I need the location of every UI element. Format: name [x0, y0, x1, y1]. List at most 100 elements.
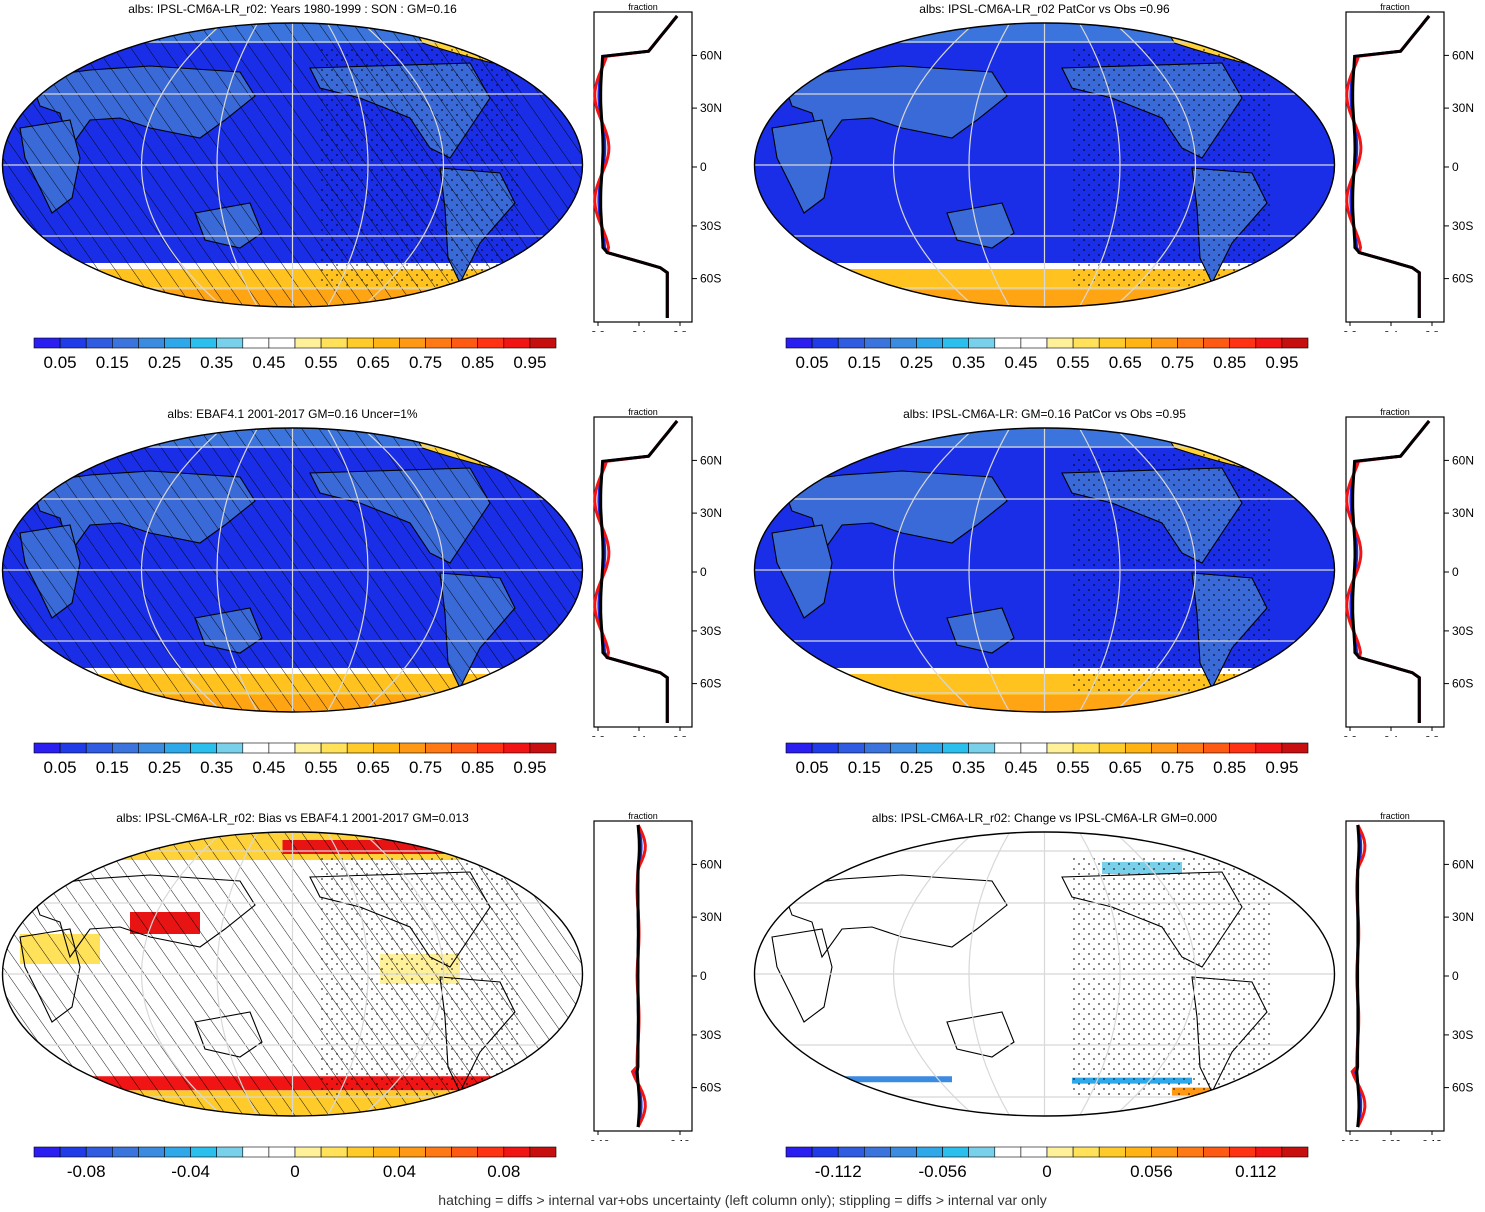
colorbar-swatch	[1046, 337, 1074, 349]
stippling-overlay	[320, 857, 520, 1097]
profile-lat-label: 60N	[700, 48, 722, 62]
colorbar-swatch	[837, 742, 865, 754]
profile-lat-label: 60S	[1452, 272, 1473, 286]
profile-x-label: 0.12	[1422, 1139, 1442, 1141]
colorbar-label: 0.95	[1265, 758, 1298, 777]
profile-frame	[593, 11, 693, 323]
colorbar-label: 0.25	[148, 758, 181, 777]
colorbar-swatch	[1177, 742, 1204, 754]
profile-lat-label: 60S	[700, 272, 721, 286]
profile-axis-title: fraction	[628, 407, 658, 417]
colorbar-swatch	[399, 742, 426, 754]
profile-curve	[599, 420, 679, 723]
colorbar-swatch	[785, 1146, 813, 1158]
colorbar-label: -0.056	[918, 1162, 966, 1181]
colorbar-swatch	[399, 337, 426, 349]
profile-x-label: 0.4	[632, 735, 646, 737]
profile-lat-label: 30N	[700, 101, 722, 115]
colorbar-swatch	[1229, 337, 1257, 349]
colorbar: -0.08 -0.04 0 0.04 0.08	[30, 1145, 560, 1190]
profile-frame	[593, 820, 693, 1132]
colorbar-swatch	[994, 337, 1022, 349]
colorbar-swatch	[59, 337, 87, 349]
colorbar-swatch	[33, 337, 61, 349]
stippling-overlay	[1072, 453, 1272, 693]
colorbar-label: 0.65	[1109, 758, 1142, 777]
colorbar-swatch	[1203, 742, 1231, 754]
colorbar-swatch	[503, 742, 531, 754]
profile-lat-label: 30N	[1452, 910, 1474, 924]
colorbar-swatch	[33, 742, 61, 754]
colorbar-swatch	[1124, 742, 1152, 754]
colorbar-swatch	[1020, 742, 1048, 754]
colorbar-swatch	[372, 1146, 400, 1158]
colorbar-label: 0.65	[357, 353, 390, 372]
colorbar-swatch	[1255, 1146, 1283, 1158]
colorbar-label: 0.25	[900, 353, 933, 372]
colorbar-swatch	[190, 1146, 218, 1158]
colorbar-label: 0.95	[1265, 353, 1298, 372]
colorbar-label: 0.15	[848, 353, 881, 372]
profile-x-label: 0.8	[673, 735, 687, 737]
colorbar-label: 0.65	[1109, 353, 1142, 372]
colorbar-label: 0.05	[44, 758, 77, 777]
colorbar-swatch	[1020, 337, 1048, 349]
colorbar-swatch	[451, 1146, 479, 1158]
profile-axis-title: fraction	[628, 811, 658, 821]
world-map	[753, 427, 1336, 713]
map-border	[753, 427, 1336, 713]
colorbar-swatch	[1281, 742, 1309, 754]
colorbar-swatch	[942, 1146, 970, 1158]
colorbar-label: 0.75	[1161, 758, 1194, 777]
profile-curve	[1351, 420, 1431, 723]
colorbar-swatch	[837, 337, 865, 349]
colorbar-label: 0.08	[487, 1162, 520, 1181]
world-map	[1, 831, 584, 1117]
colorbar-label: 0.85	[461, 758, 494, 777]
colorbar-label: 0.55	[1057, 758, 1090, 777]
colorbar-label: 0.056	[1130, 1162, 1173, 1181]
colorbar-swatch	[320, 1146, 348, 1158]
colorbar-swatch	[268, 742, 296, 754]
colorbar-swatch	[968, 1146, 996, 1158]
colorbar-label: 0.04	[383, 1162, 416, 1181]
world-map	[1, 427, 584, 713]
colorbar-swatch	[1177, 337, 1204, 349]
profile-lat-label: 0	[1452, 969, 1459, 983]
profile-lat-label: 0	[700, 160, 707, 174]
colorbar-swatch	[864, 742, 891, 754]
colorbar-swatch	[85, 1146, 113, 1158]
colorbar-swatch	[477, 337, 505, 349]
colorbar-svg: -0.112 -0.056 0 0.056 0.112	[785, 1146, 1309, 1181]
colorbar-label: 0.15	[96, 353, 129, 372]
profile-curve	[599, 15, 679, 318]
colorbar-swatch	[112, 742, 139, 754]
map-border	[753, 22, 1336, 308]
colorbar-swatch	[1177, 1146, 1204, 1158]
colorbar-label: 0	[290, 1162, 299, 1181]
colorbar-swatch	[294, 1146, 322, 1158]
colorbar-label: 0.55	[1057, 353, 1090, 372]
colorbar-swatch	[942, 742, 970, 754]
profile-lat-label: 30S	[700, 219, 721, 233]
colorbar-swatch	[346, 742, 374, 754]
colorbar-label: 0.45	[252, 758, 285, 777]
profile-x-label: 0.4	[1384, 330, 1398, 332]
eurasia	[781, 470, 1008, 555]
colorbar-swatch	[451, 742, 479, 754]
colorbar-swatch	[59, 742, 87, 754]
profile-lat-label: 60N	[1452, 857, 1474, 871]
colorbar-swatch	[529, 742, 557, 754]
colorbar-swatch	[968, 742, 996, 754]
colorbar-swatch	[451, 337, 479, 349]
colorbar-svg: -0.08 -0.04 0 0.04 0.08	[33, 1146, 557, 1181]
profile-container: fraction 60N 30N 0 30S 60S 0.0 0.4 0.8	[1342, 2, 1485, 341]
zonal-profile: fraction 60N 30N 0 30S 60S 0.0 0.4 0.8	[1343, 2, 1474, 341]
colorbar-swatch	[1098, 742, 1126, 754]
colorbar-swatch	[190, 337, 218, 349]
africa	[771, 928, 833, 1023]
colorbar-label: 0.112	[1235, 1162, 1276, 1181]
colorbar-swatch	[864, 337, 891, 349]
colorbar-swatch	[138, 337, 165, 349]
panel-title: albs: IPSL-CM6A-LR_r02: Years 1980-1999 …	[128, 2, 457, 16]
